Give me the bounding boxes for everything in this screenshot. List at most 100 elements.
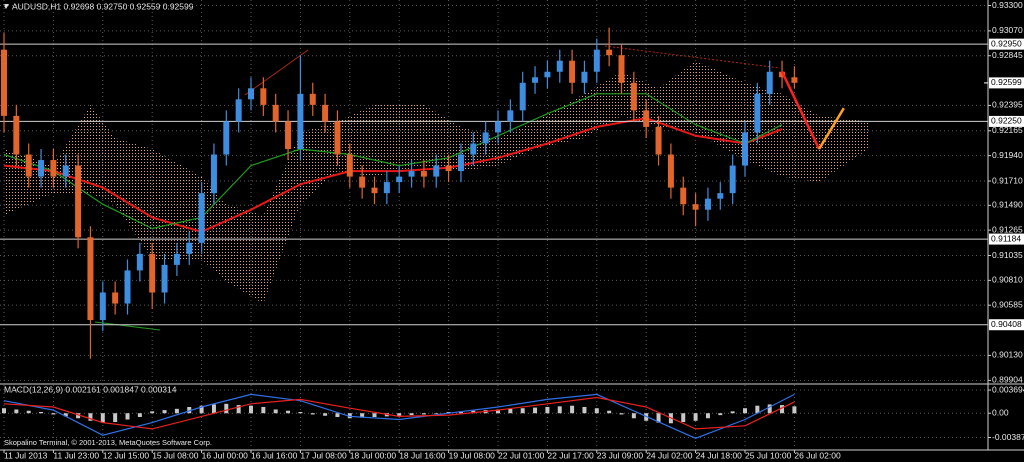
macd-bar [607, 410, 612, 414]
macd-bar [261, 406, 266, 414]
x-tick-label: 22 Jul 17:00 [547, 450, 594, 460]
macd-bar [347, 413, 352, 419]
macd-bar [397, 413, 402, 416]
candle-body [383, 182, 390, 194]
candle-body [630, 82, 637, 111]
candle-body [25, 154, 32, 177]
x-tick-label: 18 Jul 00:00 [350, 450, 397, 460]
candle-body [359, 176, 366, 188]
x-tick-label: 17 Jul 08:00 [300, 450, 347, 460]
macd-bar [780, 405, 785, 414]
macd-bar [520, 408, 525, 414]
macd-bar [631, 413, 636, 419]
candle-body [754, 93, 761, 133]
macd-bar [236, 405, 241, 414]
level-label: 0.92250 [991, 116, 1022, 126]
x-tick-label: 19 Jul 08:00 [449, 450, 496, 460]
candle-body [50, 160, 57, 177]
level-label-box [989, 233, 1024, 245]
trendline [244, 49, 309, 96]
y-tick-label: 0.90130 [992, 350, 1023, 360]
y-tick-label: 0.92845 [992, 50, 1023, 60]
y-tick-label: 0.003694 [992, 384, 1024, 394]
candle-body [445, 165, 452, 172]
macd-bar [360, 413, 365, 418]
y-tick-label: 0.89904 [992, 375, 1023, 385]
candle-body [124, 270, 131, 304]
candle-body [38, 160, 45, 177]
macd-bar [409, 413, 414, 416]
candle-body [742, 132, 748, 166]
candle-body [87, 237, 94, 321]
candle-body [519, 82, 526, 111]
macd-bar [656, 413, 661, 423]
macd-bar [187, 406, 192, 414]
macd-bar [162, 410, 167, 414]
macd-bar [533, 407, 538, 414]
candle-body [457, 154, 464, 172]
candle-body [272, 104, 279, 122]
macd-bar [51, 413, 56, 415]
macd-bar [755, 405, 760, 414]
macd-bar [496, 409, 500, 414]
macd-bar [570, 405, 575, 414]
level-label: 0.90408 [991, 319, 1022, 329]
last-price-label: 0.92599 [991, 77, 1022, 87]
x-tick-label: 11 Jul 23:00 [53, 450, 99, 460]
candle-body [198, 193, 205, 243]
candle-body [569, 60, 576, 83]
macd-bar [113, 413, 118, 423]
macd-bar [137, 413, 142, 417]
candle-body [13, 115, 20, 155]
candle-body [643, 110, 650, 127]
macd-bar [792, 406, 797, 414]
macd-bar [557, 406, 562, 414]
x-tick-label: 24 Jul 18:00 [696, 450, 743, 460]
candle-body [581, 71, 588, 83]
candle-body [482, 132, 489, 144]
level-label-box [989, 319, 1024, 331]
candle-body [532, 77, 539, 83]
macd-bar [249, 405, 253, 414]
level-label-box [989, 115, 1024, 127]
macd-bar [471, 410, 476, 414]
candle-body [75, 165, 82, 238]
x-tick-label: 16 Jul 00:00 [202, 450, 249, 460]
macd-bar [730, 411, 735, 414]
candle-body [346, 154, 353, 177]
candle-body [371, 187, 378, 194]
macd-bar [681, 413, 686, 423]
y-tick-label: 0.92165 [992, 125, 1023, 135]
candle-body [556, 60, 563, 72]
x-tick-label: 22 Jul 01:00 [498, 450, 545, 460]
x-tick-label: 11 Jul 2013 [4, 450, 48, 460]
macd-bar [150, 411, 155, 414]
macd-bar [767, 404, 772, 414]
y-tick-label: 0.91265 [992, 224, 1023, 234]
y-tick-label: 0.91490 [992, 200, 1023, 210]
x-tick-label: 12 Jul 15:00 [103, 450, 150, 460]
macd-bar [458, 411, 463, 414]
y-tick-label: -0.00387 [992, 432, 1024, 442]
x-tick-label: 24 Jul 02:00 [646, 450, 693, 460]
candle-body [618, 55, 625, 83]
macd-bar [88, 413, 93, 421]
level-label: 0.92950 [991, 38, 1022, 48]
x-tick-label: 18 Jul 16:00 [399, 450, 446, 460]
macd-bar [508, 408, 513, 414]
macd-bar [125, 413, 130, 420]
y-tick-label: 0.91710 [992, 175, 1023, 185]
candle-body [717, 193, 724, 199]
candle-body [507, 110, 514, 122]
forecast-line [780, 71, 821, 150]
y-tick-label: 0.90810 [992, 275, 1023, 285]
candle-body [112, 292, 119, 304]
macd-bar [421, 413, 426, 415]
candle-body [433, 165, 440, 177]
macd-bar [26, 410, 31, 414]
x-tick-label: 26 Jul 02:00 [794, 450, 841, 460]
candle-body [420, 171, 427, 177]
candle-body [62, 165, 69, 177]
